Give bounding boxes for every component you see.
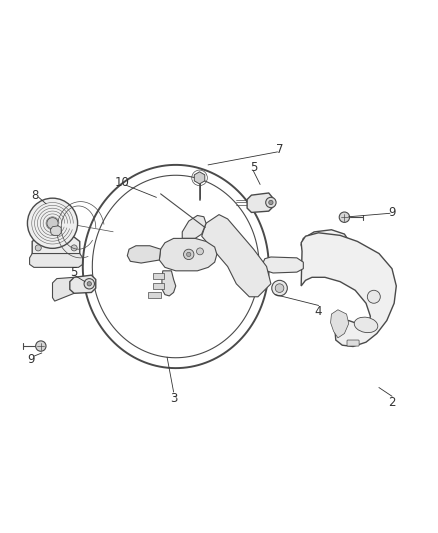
Text: 9: 9: [388, 206, 396, 219]
Text: 7: 7: [276, 143, 283, 156]
Ellipse shape: [354, 317, 378, 333]
Polygon shape: [262, 257, 304, 273]
FancyBboxPatch shape: [347, 340, 359, 346]
Polygon shape: [301, 230, 349, 256]
Polygon shape: [331, 310, 349, 338]
FancyBboxPatch shape: [148, 292, 161, 297]
Text: 4: 4: [315, 305, 322, 318]
Circle shape: [272, 280, 287, 296]
Circle shape: [87, 281, 92, 286]
Polygon shape: [202, 215, 271, 297]
FancyBboxPatch shape: [153, 273, 164, 279]
Circle shape: [266, 197, 276, 208]
Polygon shape: [301, 233, 396, 346]
Circle shape: [184, 249, 194, 260]
Text: 5: 5: [250, 160, 257, 174]
Polygon shape: [247, 193, 273, 213]
Polygon shape: [83, 165, 269, 368]
Text: 8: 8: [32, 189, 39, 201]
Circle shape: [187, 252, 191, 256]
Circle shape: [275, 284, 284, 293]
Text: 10: 10: [114, 176, 129, 189]
Circle shape: [339, 212, 350, 222]
Polygon shape: [50, 226, 61, 236]
Text: 2: 2: [388, 396, 396, 409]
FancyBboxPatch shape: [153, 282, 164, 289]
Circle shape: [71, 245, 77, 251]
Circle shape: [367, 290, 380, 303]
Text: 5: 5: [71, 266, 78, 279]
Circle shape: [28, 198, 78, 248]
Polygon shape: [30, 254, 83, 268]
Polygon shape: [53, 277, 74, 301]
Polygon shape: [32, 237, 80, 259]
Polygon shape: [194, 172, 205, 184]
Polygon shape: [182, 215, 206, 238]
Polygon shape: [162, 271, 176, 296]
Polygon shape: [159, 238, 217, 271]
Circle shape: [35, 245, 41, 251]
Polygon shape: [127, 246, 161, 263]
Polygon shape: [70, 275, 96, 293]
Circle shape: [47, 217, 58, 229]
Text: 3: 3: [170, 392, 177, 405]
Text: 9: 9: [27, 353, 35, 366]
Circle shape: [84, 279, 95, 289]
Circle shape: [35, 341, 46, 351]
Circle shape: [269, 200, 273, 205]
Circle shape: [197, 248, 203, 255]
